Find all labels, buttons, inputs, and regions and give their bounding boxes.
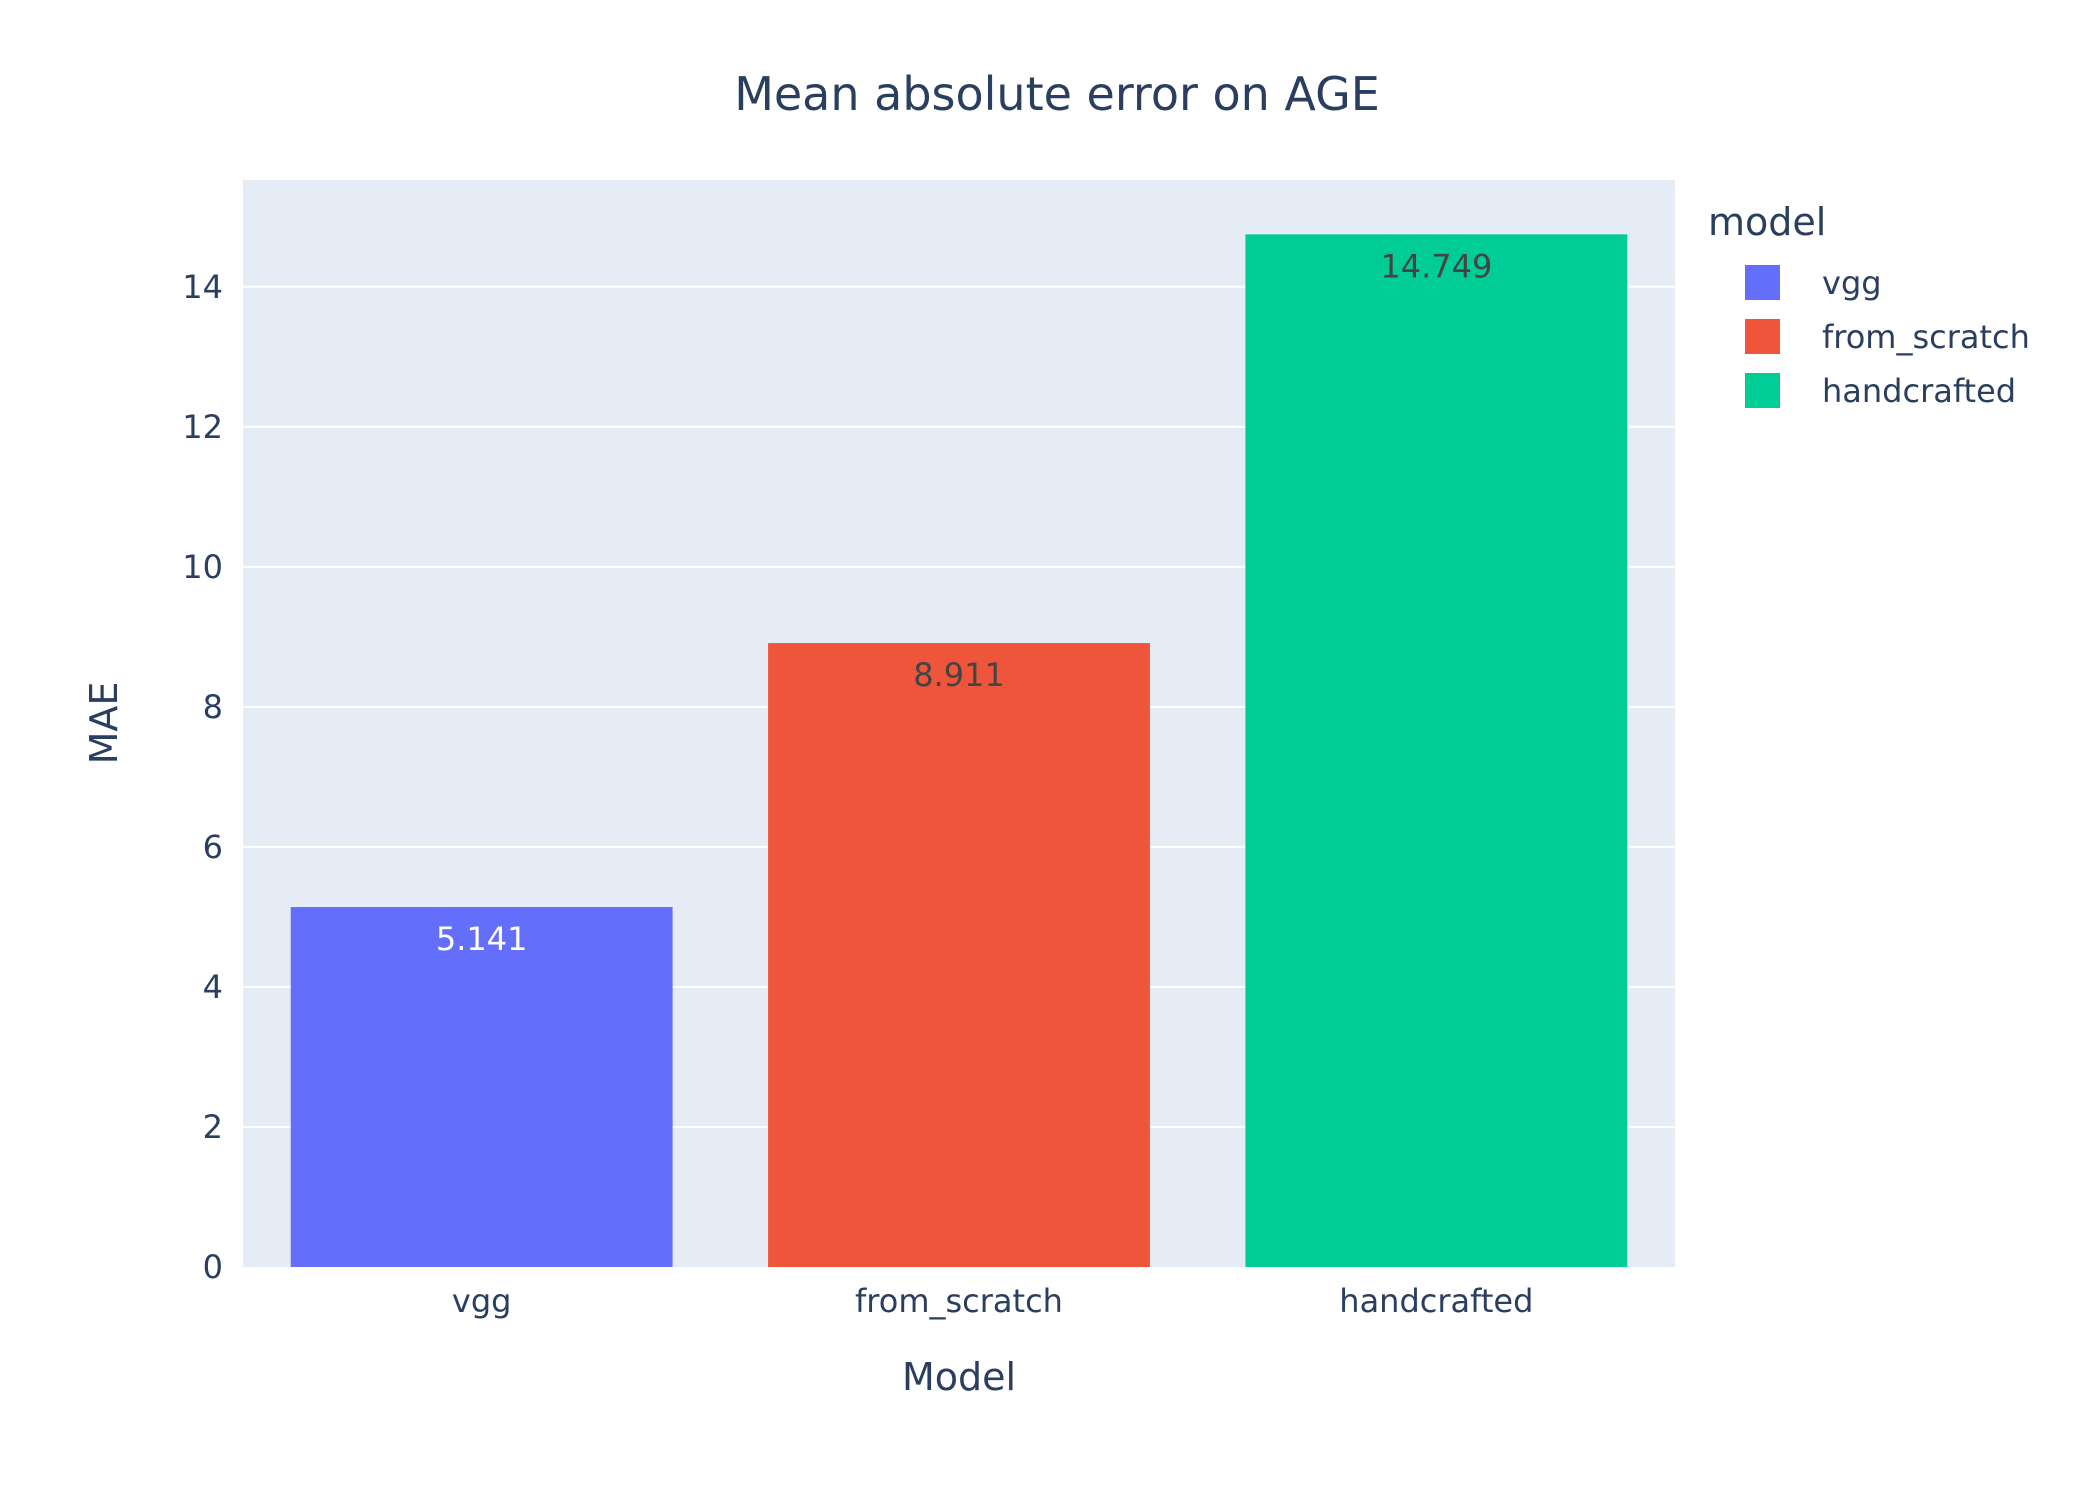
- y-tick-label: 2: [203, 1108, 223, 1146]
- bar-handcrafted: [1245, 234, 1628, 1267]
- x-tick-label-handcrafted: handcrafted: [1339, 1282, 1533, 1320]
- y-tick-label: 0: [203, 1248, 223, 1286]
- data-label-vgg: 5.141: [436, 920, 528, 958]
- y-axis-ticks: 0 2 4 6 8 10 12 14: [182, 268, 223, 1286]
- legend-item-from_scratch[interactable]: from_scratch: [1745, 318, 2030, 356]
- legend-item-handcrafted[interactable]: handcrafted: [1745, 372, 2016, 410]
- legend: model vgg from_scratch handcrafted: [1708, 200, 2030, 410]
- legend-label: vgg: [1822, 264, 1882, 302]
- x-tick-label-vgg: vgg: [452, 1282, 512, 1320]
- legend-label: handcrafted: [1822, 372, 2016, 410]
- y-tick-label: 14: [182, 268, 223, 306]
- data-label-handcrafted: 14.749: [1380, 247, 1492, 285]
- legend-label: from_scratch: [1822, 318, 2030, 356]
- y-tick-label: 12: [182, 408, 223, 446]
- data-label-from_scratch: 8.911: [913, 656, 1005, 694]
- bar-from_scratch: [768, 643, 1150, 1267]
- x-axis-title: Model: [902, 1355, 1016, 1399]
- y-tick-label: 4: [203, 968, 223, 1006]
- legend-swatch: [1745, 319, 1780, 354]
- y-tick-label: 10: [182, 548, 223, 586]
- legend-swatch: [1745, 265, 1780, 300]
- y-tick-label: 8: [203, 688, 223, 726]
- y-tick-label: 6: [203, 828, 223, 866]
- bars: [290, 234, 1628, 1267]
- y-axis-title: MAE: [82, 682, 126, 765]
- bar-vgg: [290, 907, 673, 1267]
- x-tick-label-from_scratch: from_scratch: [855, 1282, 1063, 1320]
- legend-item-vgg[interactable]: vgg: [1745, 264, 1882, 302]
- chart-title: Mean absolute error on AGE: [734, 67, 1380, 121]
- legend-title: model: [1708, 200, 1826, 244]
- x-axis-ticks: vgg from_scratch handcrafted: [452, 1282, 1533, 1320]
- data-labels: 5.141 8.911 14.749: [436, 247, 1492, 958]
- legend-swatch: [1745, 373, 1780, 408]
